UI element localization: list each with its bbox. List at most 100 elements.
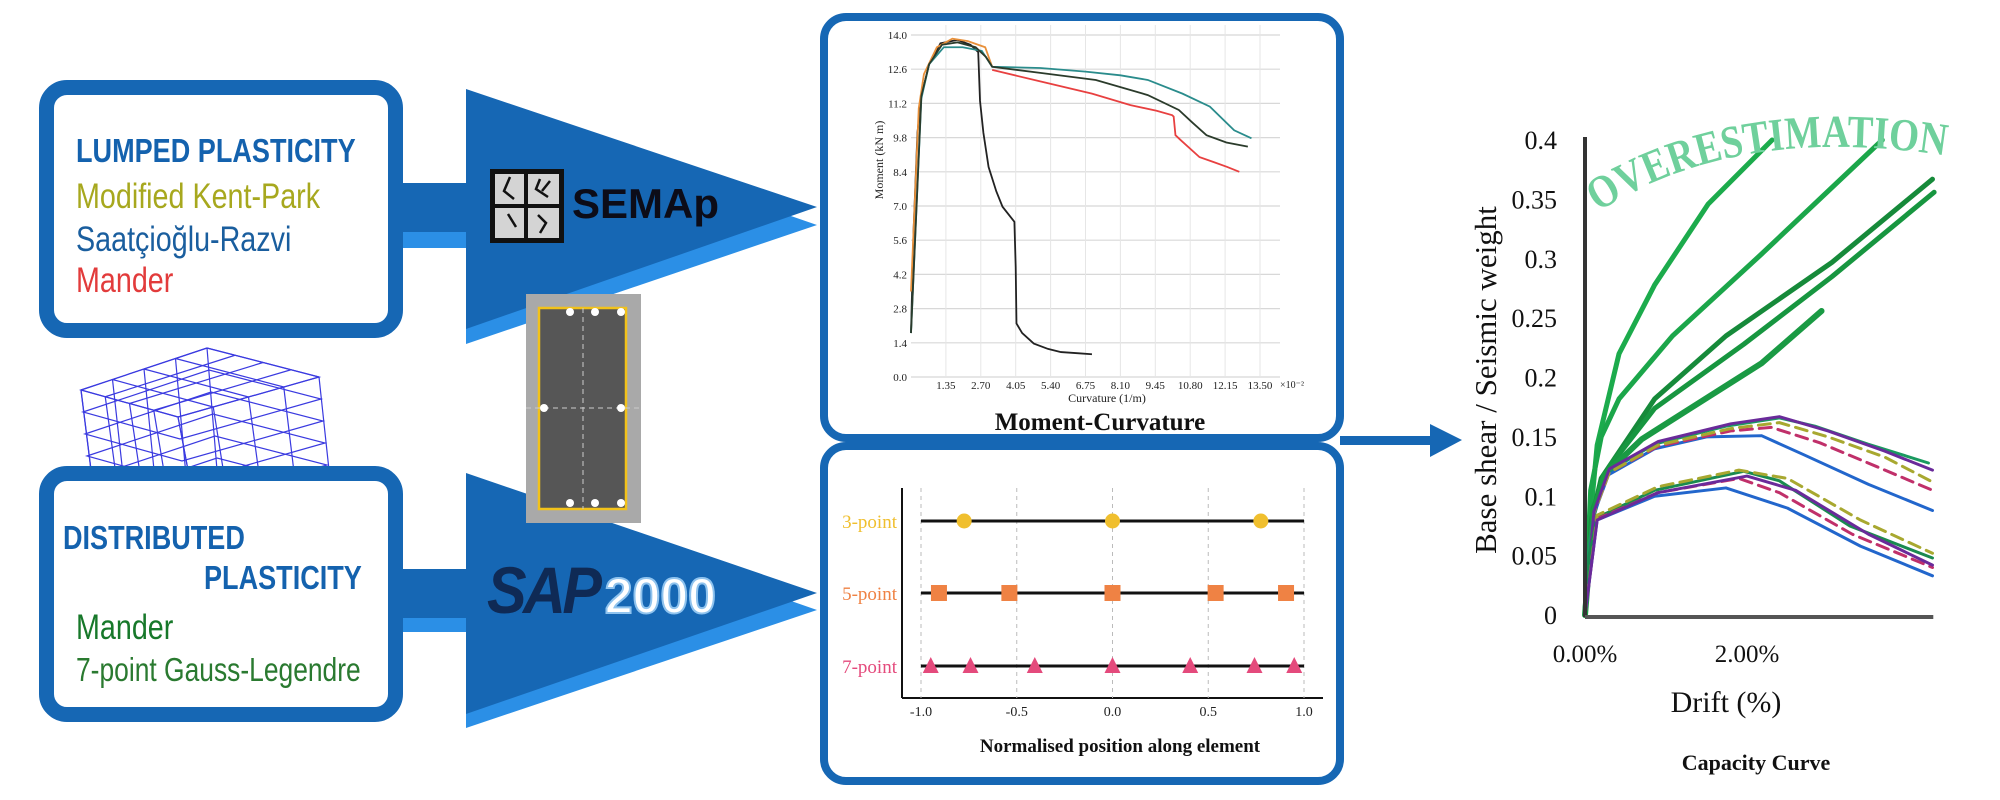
ip-xtick-label: 0.5 <box>1200 705 1218 720</box>
wireframe-beam <box>177 376 320 418</box>
mc-ytick-label: 5.6 <box>893 235 907 247</box>
capacity-series-line <box>1583 468 1934 617</box>
integration-scheme: 7-point Gauss-Legendre <box>76 651 361 688</box>
semap-label: SEMAp <box>572 180 719 227</box>
capacity-ytick-label: 0.05 <box>1512 542 1558 571</box>
capacity-series-line <box>1583 421 1934 617</box>
arrow-triangle-top <box>466 89 817 329</box>
ip-xtick-label: 1.0 <box>1295 705 1313 720</box>
sap-logo-text: SAP <box>487 553 602 627</box>
mc-xtick-label: 8.10 <box>1111 380 1131 392</box>
ip-xlabel: Normalised position along element <box>980 736 1261 757</box>
ip-xtick-label: 0.0 <box>1104 705 1122 720</box>
semap-logo-icon <box>490 169 564 243</box>
building-wireframe-image <box>78 347 330 470</box>
capacity-series-line <box>1582 137 1885 618</box>
mc-xtick-label: 4.05 <box>1006 380 1026 392</box>
mc-ytick-label: 1.4 <box>893 338 907 350</box>
distributed-title-line1: DISTRIBUTED <box>63 519 245 556</box>
integration-points-panel <box>820 442 1344 785</box>
wireframe-column <box>153 410 165 470</box>
ip-point-square <box>1104 585 1121 601</box>
capacity-ytick-label: 0.15 <box>1512 423 1558 452</box>
mc-ytick-label: 8.4 <box>893 167 907 179</box>
capacity-xlabel: Drift (%) <box>1671 686 1782 719</box>
capacity-ytick-label: 0.25 <box>1512 304 1558 333</box>
mc-xtick-label: 9.45 <box>1146 380 1166 392</box>
capacity-ytick-label: 0.1 <box>1525 482 1558 511</box>
ip-row-label: 7-point <box>842 657 898 678</box>
mc-ytick-label: 12.6 <box>888 64 908 76</box>
mc-ytick-label: 14.0 <box>888 30 908 42</box>
wireframe-column <box>80 389 92 470</box>
mc-series-line <box>910 41 1249 334</box>
connector-bar-top-shadow <box>400 232 470 248</box>
model-saatcioglu-razvi: Saatçioğlu-Razvi <box>76 220 292 259</box>
ip-point-triangle <box>962 657 979 673</box>
wireframe-column <box>143 368 155 470</box>
model-mander: Mander <box>76 261 174 300</box>
ip-point-triangle <box>1104 657 1121 673</box>
connector-bar-bottom-shadow <box>400 618 470 632</box>
capacity-xtick-label: 0.00% <box>1553 641 1618 668</box>
arrow-to-capacity-head <box>1430 424 1462 457</box>
wireframe-floor <box>84 413 328 470</box>
connector-bar-top <box>400 183 470 232</box>
column-section-image <box>526 294 641 523</box>
wireframe-column <box>283 386 295 470</box>
model-mander-distributed: Mander <box>76 608 174 647</box>
capacity-title: Capacity Curve <box>1682 750 1831 775</box>
wireframe-beam <box>129 361 264 405</box>
mc-xtick-label: 6.75 <box>1076 380 1096 392</box>
wireframe-floor <box>111 435 330 470</box>
ip-point-triangle <box>1182 657 1199 673</box>
distributed-title-line2: PLASTICITY <box>204 559 362 596</box>
wireframe-beam <box>153 369 292 411</box>
mc-xtick-label: 5.40 <box>1041 380 1061 392</box>
capacity-series-line <box>1583 486 1934 617</box>
wireframe-column <box>128 403 141 470</box>
lumped-plasticity-box: LUMPED PLASTICITY Modified Kent-Park Saa… <box>39 80 403 338</box>
wireframe-column <box>174 358 187 470</box>
wireframe-column <box>206 347 218 470</box>
sap-logo-number: 2000 <box>604 567 717 625</box>
moment-curvature-panel <box>820 13 1344 442</box>
mc-ylabel: Moment (kN m) <box>872 121 886 200</box>
wireframe-column <box>318 376 330 470</box>
model-modified-kent-park: Modified Kent-Park <box>76 177 321 216</box>
ip-row-label: 3-point <box>842 512 898 533</box>
mc-ytick-label: 7.0 <box>893 201 907 213</box>
ip-point-circle <box>956 513 972 529</box>
integration-points-chart: -1.0 -0.5 0.0 0.5 1.0 Normalised position alo… <box>842 488 1323 757</box>
ip-point-square <box>1207 585 1224 601</box>
mc-ytick-label: 4.2 <box>893 269 907 281</box>
connector-bar-bottom <box>400 569 470 618</box>
capacity-ytick-label: 0 <box>1544 601 1557 630</box>
mc-ytick-label: 9.8 <box>893 133 907 145</box>
wireframe-column <box>212 406 224 470</box>
sap2000-logo: SAP 2000 <box>487 552 717 628</box>
capacity-ylabel: Base shear / Seismic weight <box>1468 206 1503 554</box>
ip-xtick-label: -1.0 <box>910 705 932 720</box>
moment-curvature-chart: 0.0 1.4 2.8 4.2 5.6 7.0 8.4 9.8 11.2 12.6 14.0 1.35… <box>872 25 1304 436</box>
mc-series-line <box>910 46 1252 334</box>
ip-row-label: 5-point <box>842 584 898 605</box>
mc-ytick-label: 11.2 <box>888 98 907 110</box>
mc-xtick-label: 13.50 <box>1248 380 1273 392</box>
mc-series-line <box>991 69 1240 173</box>
capacity-ytick-label: 0.4 <box>1525 126 1558 155</box>
lumped-title: LUMPED PLASTICITY <box>76 132 356 169</box>
mc-ytick-label: 0.0 <box>893 372 907 384</box>
ip-point-square <box>1278 585 1295 601</box>
ip-point-square <box>1001 585 1018 601</box>
distributed-plasticity-box: DISTRIBUTED PLASTICITY Mander 7-point Ga… <box>39 466 403 722</box>
mc-series-line <box>910 37 994 292</box>
mc-x-multiplier: ×10⁻² <box>1280 380 1304 391</box>
wireframe-beam <box>206 347 320 378</box>
capacity-xtick-label: 2.00% <box>1715 641 1780 668</box>
ip-xtick-label: -0.5 <box>1006 705 1028 720</box>
wireframe-column <box>111 379 124 470</box>
wireframe-column <box>247 396 260 470</box>
